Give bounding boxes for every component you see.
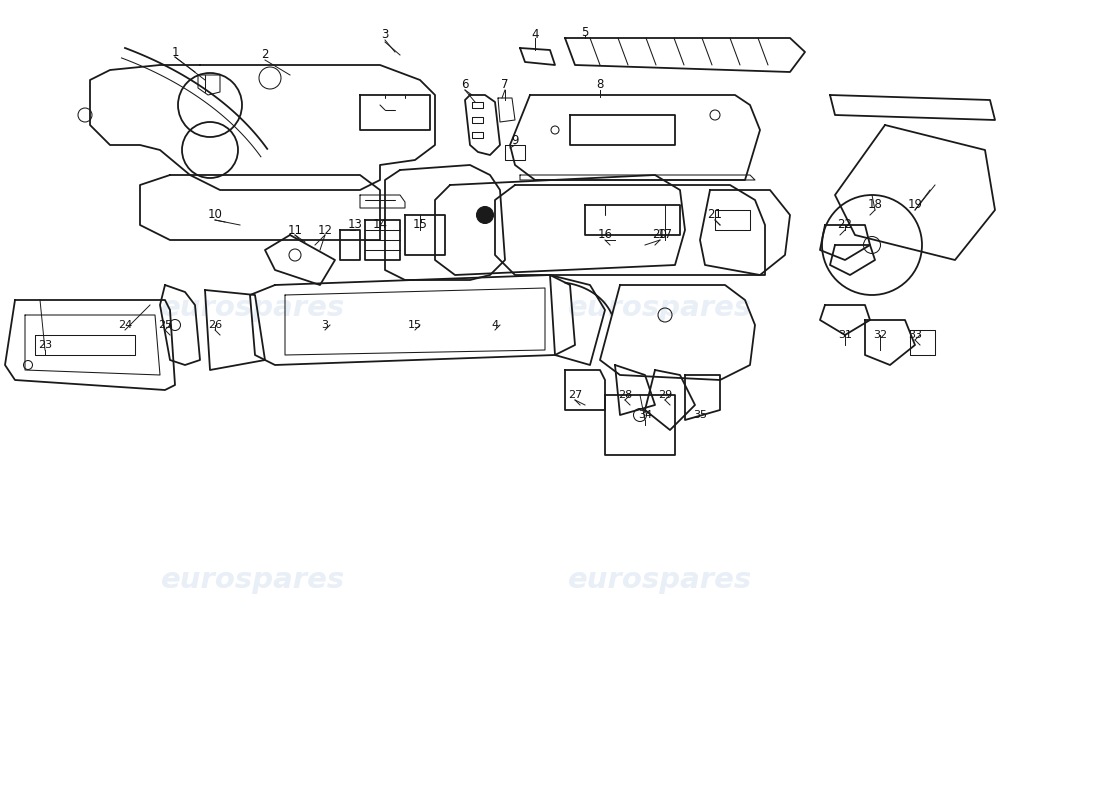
Text: 1: 1: [172, 46, 178, 58]
Circle shape: [476, 206, 494, 223]
Text: 34: 34: [638, 410, 652, 420]
Text: 22: 22: [837, 218, 852, 231]
Text: 25: 25: [158, 320, 172, 330]
Text: 26: 26: [208, 320, 222, 330]
Text: 29: 29: [658, 390, 672, 400]
Text: 8: 8: [596, 78, 604, 91]
Text: 2: 2: [262, 49, 268, 62]
Text: 35: 35: [693, 410, 707, 420]
Text: 3: 3: [382, 29, 388, 42]
Text: eurospares: eurospares: [161, 566, 345, 594]
Text: 18: 18: [868, 198, 882, 211]
Text: 11: 11: [287, 223, 303, 237]
Text: 33: 33: [908, 330, 922, 340]
Text: 15: 15: [412, 218, 428, 231]
Text: 4: 4: [531, 29, 539, 42]
Text: 23: 23: [37, 340, 52, 350]
Text: 21: 21: [707, 209, 723, 222]
Text: 19: 19: [908, 198, 923, 211]
Text: 24: 24: [118, 320, 132, 330]
Text: 7: 7: [502, 78, 508, 91]
Text: 27: 27: [568, 390, 582, 400]
Text: 5: 5: [581, 26, 589, 38]
Text: eurospares: eurospares: [568, 566, 752, 594]
Text: 3: 3: [321, 320, 329, 330]
Text: 32: 32: [873, 330, 887, 340]
Text: 13: 13: [348, 218, 362, 231]
Text: 15: 15: [408, 320, 422, 330]
Text: 9: 9: [512, 134, 519, 146]
Text: 16: 16: [597, 229, 613, 242]
Text: eurospares: eurospares: [568, 294, 752, 322]
Text: 6: 6: [461, 78, 469, 91]
Text: 31: 31: [838, 330, 853, 340]
Text: 17: 17: [658, 229, 672, 242]
Text: 10: 10: [208, 209, 222, 222]
Text: 4: 4: [492, 320, 498, 330]
Text: 20: 20: [652, 229, 668, 242]
Text: 12: 12: [318, 223, 332, 237]
Text: eurospares: eurospares: [161, 294, 345, 322]
Text: 14: 14: [373, 218, 387, 231]
Text: 28: 28: [618, 390, 632, 400]
